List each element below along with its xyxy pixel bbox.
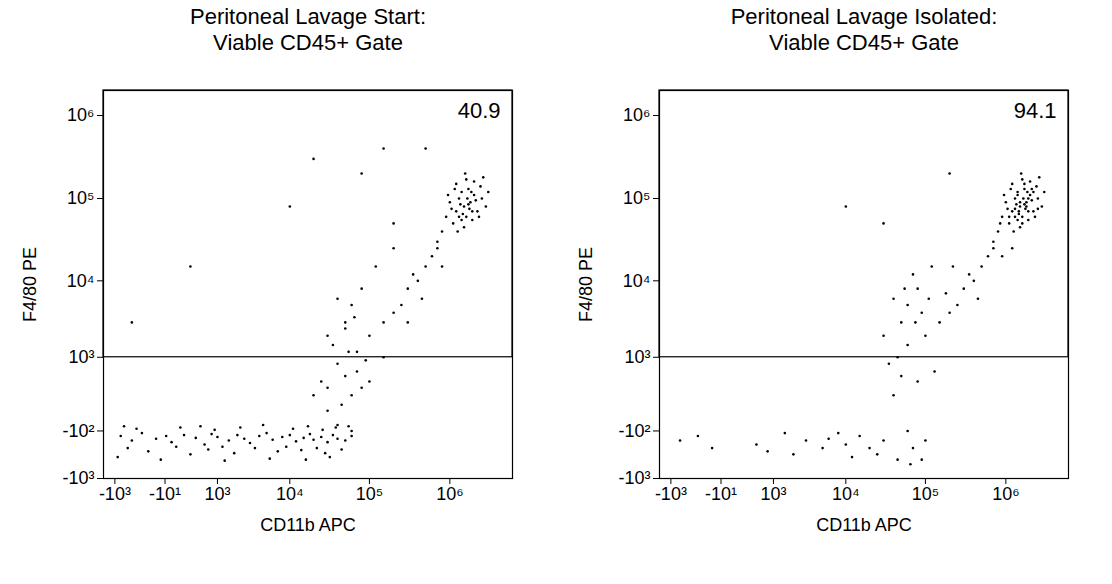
svg-text:F4/80 PE: F4/80 PE (576, 247, 596, 322)
svg-text:-10¹: -10¹ (149, 484, 181, 504)
svg-text:10⁶: 10⁶ (623, 105, 650, 125)
svg-text:CD11b APC: CD11b APC (816, 515, 912, 535)
svg-text:-10³: -10³ (99, 484, 131, 504)
svg-text:10⁴: 10⁴ (67, 271, 95, 291)
svg-text:10³: 10³ (204, 484, 230, 504)
svg-text:10⁶: 10⁶ (436, 484, 463, 504)
svg-text:10³: 10³ (760, 484, 786, 504)
svg-text:10³: 10³ (624, 347, 650, 367)
svg-text:10⁵: 10⁵ (67, 188, 94, 208)
svg-text:-10³: -10³ (618, 468, 650, 488)
svg-text:10⁵: 10⁵ (623, 188, 650, 208)
svg-text:10⁴: 10⁴ (832, 484, 860, 504)
svg-text:10⁵: 10⁵ (912, 484, 939, 504)
svg-text:10⁶: 10⁶ (67, 105, 94, 125)
svg-text:-10¹: -10¹ (705, 484, 737, 504)
html-text:Peritoneal Lavage Isolated:: Peritoneal Lavage Isolated: (730, 4, 998, 29)
svg-text:10³: 10³ (68, 347, 94, 367)
svg-text:-10³: -10³ (62, 468, 94, 488)
html-text:Peritoneal Lavage Start:: Peritoneal Lavage Start: (190, 4, 426, 29)
svg-text:F4/80 PE: F4/80 PE (20, 247, 40, 322)
svg-text:10⁵: 10⁵ (356, 484, 383, 504)
svg-text:10⁴: 10⁴ (623, 271, 651, 291)
svg-text:-10²: -10² (618, 421, 650, 441)
svg-text:-10²: -10² (62, 421, 94, 441)
svg-text:CD11b APC: CD11b APC (260, 515, 356, 535)
svg-text:-10³: -10³ (655, 484, 687, 504)
svg-text:10⁶: 10⁶ (992, 484, 1019, 504)
svg-text:94.1: 94.1 (1014, 98, 1057, 123)
svg-text:40.9: 40.9 (458, 98, 501, 123)
html-text:Viable CD45+ Gate: Viable CD45+ Gate (213, 30, 403, 55)
html-text:Viable CD45+ Gate: Viable CD45+ Gate (769, 30, 959, 55)
svg-text:10⁴: 10⁴ (276, 484, 304, 504)
